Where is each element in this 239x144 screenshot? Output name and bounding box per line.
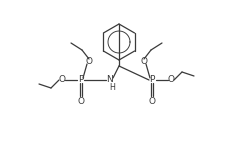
- Text: O: O: [148, 96, 156, 106]
- Text: P: P: [149, 75, 155, 85]
- Text: O: O: [168, 75, 174, 85]
- Text: N: N: [107, 75, 113, 85]
- Text: O: O: [141, 57, 147, 67]
- Text: O: O: [77, 96, 85, 106]
- Text: O: O: [59, 75, 65, 85]
- Text: O: O: [86, 57, 92, 67]
- Text: H: H: [109, 83, 115, 91]
- Text: P: P: [78, 75, 84, 85]
